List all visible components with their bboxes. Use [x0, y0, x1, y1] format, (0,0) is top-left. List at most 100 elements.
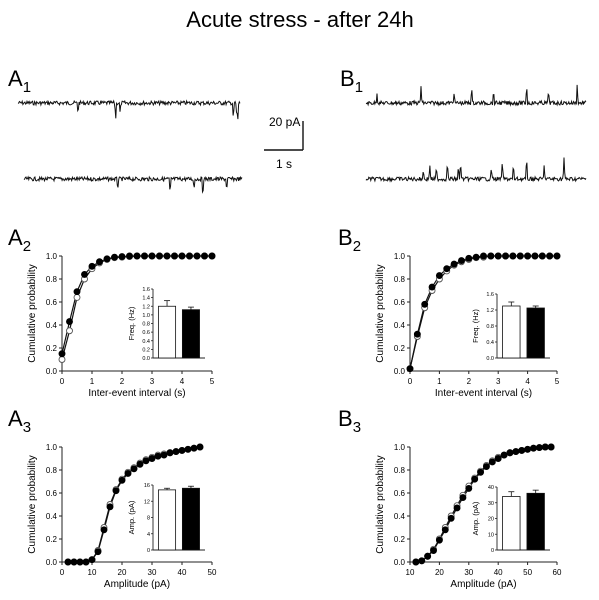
panel-label-subscript: 3	[23, 419, 31, 436]
data-point-filled	[130, 465, 138, 473]
panel-label-letter: A	[8, 406, 23, 431]
x-tick-label: 0	[60, 568, 65, 577]
data-point-filled	[154, 452, 162, 460]
x-axis-label: Inter-event interval (s)	[88, 388, 185, 399]
inset-bar-open	[158, 489, 177, 551]
y-tick-label: 0.0	[394, 558, 406, 567]
panel-label-letter: B	[338, 406, 353, 431]
data-point-filled	[509, 252, 517, 260]
data-point-filled	[82, 558, 90, 566]
inset-y-tick-label: 0	[147, 548, 150, 554]
data-point-filled	[458, 257, 465, 265]
data-point-filled	[178, 447, 186, 454]
x-tick-label: 0	[408, 377, 413, 386]
data-point-filled	[81, 270, 88, 278]
data-point-filled	[488, 458, 496, 466]
y-tick-label: 0.0	[46, 367, 58, 376]
data-point-filled	[524, 252, 532, 260]
data-point-filled	[494, 455, 502, 462]
data-point-filled	[471, 475, 479, 483]
inset-bar-chart: 0.0 0.2 0.4 0.6 0.8 1.0 1.2 1.4 1.6 Freq. (Hz)	[127, 287, 205, 362]
trace-a-2	[23, 175, 243, 194]
data-point-filled	[531, 252, 539, 260]
y-tick-label: 0.2	[394, 535, 406, 544]
panel-label-b1: B1	[340, 66, 363, 96]
inset-y-tick-label: 16	[144, 483, 150, 489]
x-tick-label: 30	[464, 568, 473, 577]
y-tick-label: 0.4	[46, 321, 58, 330]
data-point-filled	[465, 254, 473, 262]
x-tick-label: 30	[148, 568, 157, 577]
data-point-filled	[111, 253, 118, 261]
data-point-filled	[208, 252, 216, 260]
data-point-filled	[553, 252, 561, 260]
x-axis-label: Amplitude (pA)	[450, 579, 516, 590]
y-tick-label: 0.6	[46, 298, 58, 307]
data-point-filled	[186, 252, 193, 260]
panel-label-a3: A3	[8, 406, 31, 436]
inset-y-tick-label: 1.2	[142, 304, 150, 310]
x-axis-label: Inter-event interval (s)	[435, 388, 532, 399]
data-point-filled	[512, 448, 520, 456]
data-point-filled	[412, 558, 420, 566]
panel-label-letter: B	[338, 225, 353, 250]
data-point-filled	[88, 556, 96, 564]
y-tick-label: 0.8	[46, 466, 58, 475]
inset-y-tick-label: 1.2	[486, 308, 494, 314]
data-point-filled	[166, 449, 174, 457]
x-tick-label: 40	[178, 568, 187, 577]
data-point-filled	[535, 444, 543, 452]
data-point-filled	[142, 457, 150, 465]
inset-y-tick-label: 1.0	[142, 313, 150, 319]
x-tick-label: 2	[467, 377, 472, 386]
inset-bar-open	[502, 496, 521, 551]
data-point-filled	[73, 288, 81, 296]
y-tick-label: 0.6	[394, 298, 406, 307]
y-tick-label: 0.0	[46, 558, 58, 567]
x-tick-label: 10	[88, 568, 97, 577]
x-tick-label: 2	[120, 377, 125, 386]
data-point-filled	[126, 252, 133, 260]
data-point-filled	[193, 252, 201, 260]
x-tick-label: 3	[150, 377, 155, 386]
x-tick-label: 3	[496, 377, 501, 386]
inset-bar-filled	[181, 309, 200, 359]
x-tick-label: 50	[208, 568, 217, 577]
y-tick-label: 0.4	[394, 321, 406, 330]
data-point-filled	[428, 283, 436, 291]
data-point-filled	[133, 252, 141, 260]
data-point-filled	[502, 252, 509, 260]
data-point-filled	[424, 552, 432, 560]
data-point-filled	[172, 448, 180, 456]
data-point-filled	[506, 449, 514, 457]
data-point-filled	[482, 463, 490, 470]
data-point-filled	[453, 504, 461, 512]
data-point-filled	[480, 252, 487, 260]
data-point-filled	[178, 252, 186, 260]
inset-y-tick-label: 0.0	[142, 356, 150, 362]
data-point-filled	[190, 444, 198, 452]
data-point-filled	[472, 253, 480, 261]
data-point-filled	[406, 365, 414, 373]
y-tick-label: 1.0	[394, 252, 406, 261]
data-point-filled	[64, 558, 72, 566]
data-point-filled	[465, 484, 473, 492]
inset-bar-chart: 0 4 8 12 16 Amp. (pA)	[127, 483, 205, 554]
data-point-open	[58, 356, 66, 363]
inset-y-tick-label: 30	[488, 501, 494, 507]
y-tick-label: 0.6	[394, 489, 406, 498]
x-tick-label: 1	[90, 377, 95, 386]
figure-title: Acute stress - after 24h	[186, 7, 413, 32]
x-tick-label: 40	[494, 568, 503, 577]
inset-y-axis-label: Amp. (pA)	[471, 501, 480, 535]
y-axis-label: Cumulative probability	[375, 264, 386, 362]
x-tick-label: 5	[210, 377, 215, 386]
data-point-filled	[530, 444, 537, 452]
inset-y-tick-label: 20	[488, 517, 494, 523]
data-point-filled	[160, 451, 168, 459]
data-point-filled	[136, 460, 144, 468]
x-tick-label: 10	[406, 568, 415, 577]
